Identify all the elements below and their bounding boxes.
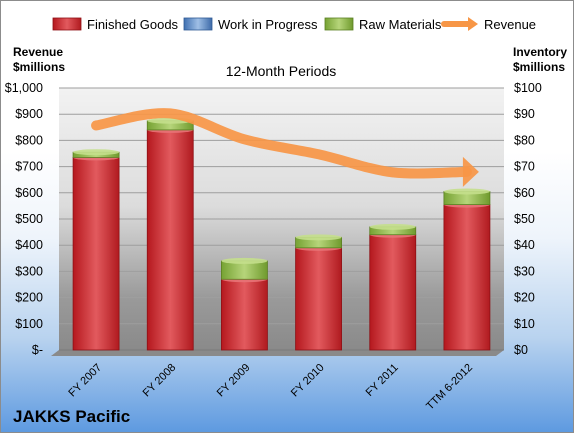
bar-finished-goods [295,247,342,351]
right-tick-label: $50 [514,212,535,226]
revenue-arrowhead [462,156,479,187]
legend-swatch-raw-materials [324,17,354,31]
legend-swatch-work-in-progress [183,17,213,31]
bar-finished-goods [443,204,491,351]
right-tick-label: $10 [514,317,535,331]
right-tick-label: $40 [514,238,535,252]
category-label: FY 2007 [66,362,104,400]
legend-arrow-revenue [468,17,478,31]
left-tick-label: $600 [15,186,43,200]
bar-top-raw-materials [295,234,342,241]
chart-title: 12-Month Periods [226,63,337,79]
bar-finished-goods [221,278,268,351]
bar-top-raw-materials [73,149,120,156]
category-label: FY 2008 [141,362,179,400]
left-axis-title-unit: $millions [13,60,65,74]
right-axis-title: Inventory [513,45,567,59]
bar-top-raw-materials [221,257,268,264]
right-tick-label: $100 [514,81,542,95]
left-axis-title: Revenue [13,45,63,59]
category-label: FY 2011 [364,362,401,399]
legend-swatch-finished-goods [52,17,82,31]
legend-label-raw-materials: Raw Materials [359,17,442,32]
left-tick-label: $300 [15,264,43,278]
left-tick-label: $400 [15,238,43,252]
bar-top-raw-materials [443,188,490,195]
right-tick-label: $30 [514,264,535,278]
bar-finished-goods [146,129,194,351]
category-label: FY 2010 [289,362,327,400]
left-tick-label: $800 [15,133,43,147]
company-name: JAKKS Pacific [13,407,130,426]
revenue-line [91,108,472,179]
plot-floor [51,350,504,356]
left-tick-label: $- [32,343,43,357]
legend-label-revenue: Revenue [484,17,536,32]
left-tick-label: $700 [15,160,43,174]
bar-top-raw-materials [369,223,416,230]
left-tick-label: $1,000 [5,81,43,95]
left-tick-label: $900 [15,107,43,121]
category-label: TTM 6-2012 [424,362,475,413]
right-tick-label: $70 [514,160,535,174]
left-tick-label: $200 [15,291,43,305]
bar-finished-goods [72,157,120,351]
category-label: FY 2009 [215,362,253,400]
right-tick-label: $0 [514,343,528,357]
right-tick-label: $20 [514,291,535,305]
left-tick-label: $100 [15,317,43,331]
right-axis-title-unit: $millions [513,60,565,74]
legend-label-work-in-progress: Work in Progress [218,17,318,32]
left-tick-label: $500 [15,212,43,226]
right-tick-label: $90 [514,107,535,121]
bar-finished-goods [369,234,417,351]
right-tick-label: $80 [514,133,535,147]
legend-label-finished-goods: Finished Goods [87,17,179,32]
right-tick-label: $60 [514,186,535,200]
